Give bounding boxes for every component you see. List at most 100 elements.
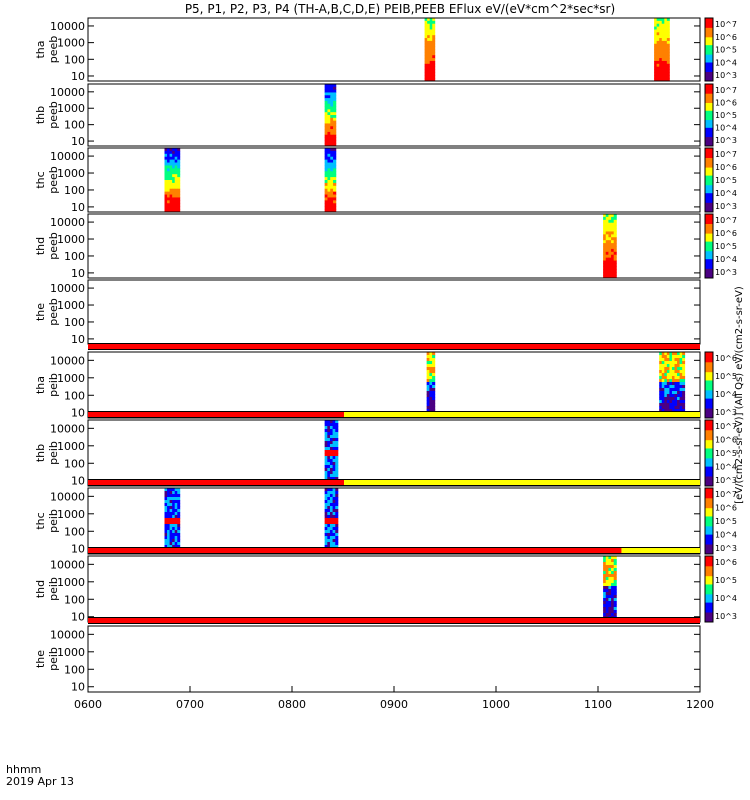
spectrogram-cell <box>327 86 331 91</box>
spectrogram-cell <box>605 240 609 244</box>
spectrogram-cell <box>164 148 168 152</box>
spectrogram-cell <box>605 613 609 617</box>
colorbar-swatch <box>705 457 713 460</box>
spectrogram-cell <box>327 435 331 439</box>
colorbar-swatch <box>705 35 713 38</box>
colorbar-tick-label: 10^4 <box>715 58 737 67</box>
spectrogram-cell <box>611 598 615 602</box>
spectrogram-cell <box>172 539 176 543</box>
spectrogram-cell <box>424 66 428 70</box>
spectrogram-cell <box>432 403 436 407</box>
spectrogram-cell <box>611 263 615 267</box>
spectrogram-cell <box>327 182 331 187</box>
spectrogram-cell <box>327 456 331 460</box>
spectrogram-cell <box>167 168 170 172</box>
colorbar-swatch <box>705 368 713 371</box>
spectrogram-cell <box>679 370 683 374</box>
spectrogram-cell <box>659 400 663 404</box>
spectrogram-cell <box>324 506 328 510</box>
colorbar-swatch <box>705 593 713 596</box>
y-tick-label: 10 <box>71 475 85 488</box>
spectrogram-cell <box>682 385 686 389</box>
spectrogram-cell <box>177 521 181 525</box>
spectrogram-cell <box>174 515 178 519</box>
colorbar-swatch <box>705 239 713 242</box>
spectrogram-cell <box>327 185 331 190</box>
spectrogram-cell <box>169 542 173 546</box>
spectrogram-cell <box>427 66 431 70</box>
spectrogram-cell <box>605 565 609 569</box>
spectrogram-cell <box>661 397 665 401</box>
spectrogram-cell <box>327 512 331 516</box>
spectrogram-cell <box>174 174 178 178</box>
spectrogram-cell <box>656 38 660 42</box>
spectrogram-cell <box>169 206 173 210</box>
spectrogram-cell <box>333 182 337 187</box>
colorbar-swatch <box>705 565 713 568</box>
colorbar-tick-label: 10^7 <box>715 20 737 29</box>
spectrogram-cell <box>605 272 609 276</box>
spectrogram-cell <box>327 137 331 141</box>
spectrogram-cell <box>335 423 339 427</box>
spectrogram-cell <box>605 556 609 560</box>
spectrogram-cell <box>330 162 334 166</box>
colorbar-swatch <box>705 438 713 441</box>
spectrogram-cell <box>679 400 683 404</box>
colorbar-swatch <box>705 550 713 553</box>
colorbar-swatch <box>705 598 713 601</box>
spectrogram-cell <box>664 403 668 407</box>
spectrogram-cell <box>611 592 615 596</box>
spectrogram-cell <box>659 75 663 79</box>
spectrogram-cell <box>327 134 331 138</box>
spectrogram-cell <box>167 518 170 522</box>
spectrogram-cell <box>164 188 168 193</box>
spectrogram-cell <box>169 527 173 531</box>
spectrogram-cell <box>324 459 328 463</box>
spectrogram-cell <box>172 494 176 498</box>
spectrogram-cell <box>424 75 428 79</box>
colorbar-swatch <box>705 549 713 552</box>
spectrogram-cell <box>330 197 334 201</box>
colorbar-swatch <box>705 180 713 182</box>
spectrogram-cell <box>608 613 612 617</box>
spectrogram-cell <box>429 355 433 359</box>
colorbar-swatch <box>705 24 713 27</box>
spectrogram-cell <box>674 376 678 380</box>
spectrogram-cell <box>654 58 658 62</box>
spectrogram-cell <box>605 219 609 224</box>
spectrogram-cell <box>327 426 331 430</box>
spectrogram-cell <box>169 515 173 519</box>
spectrogram-cell <box>611 589 615 593</box>
spectrogram-cell <box>677 385 680 389</box>
spectrogram-cell <box>424 35 428 39</box>
spectrogram-cell <box>332 474 336 478</box>
spectrogram-cell <box>432 66 436 70</box>
spectrogram-cell <box>608 592 612 596</box>
spectrogram-cell <box>661 394 665 398</box>
spectrogram-cell <box>664 69 668 73</box>
spectrogram-cell <box>324 509 328 513</box>
spectrogram-cell <box>671 379 675 383</box>
spectrogram-cell <box>613 607 617 611</box>
status-bar-segment <box>621 548 700 553</box>
spectrogram-cell <box>659 382 663 386</box>
spectrogram-cell <box>167 542 170 546</box>
colorbar-swatch <box>705 69 713 72</box>
spectrogram-cell <box>329 453 333 457</box>
spectrogram-cell <box>666 391 670 395</box>
spectrogram-cell <box>324 500 328 504</box>
spectrogram-cell <box>169 491 173 495</box>
colorbar-swatch <box>705 355 713 358</box>
spectrogram-cell <box>164 488 168 492</box>
spectrogram-cell <box>329 423 333 427</box>
spectrogram-cell <box>335 515 339 519</box>
spectrogram-cell <box>172 542 176 546</box>
spectrogram-cell <box>664 397 668 401</box>
spectrogram-cell <box>603 222 607 227</box>
spectrogram-cell <box>611 604 615 608</box>
spectrogram-cell <box>169 509 173 513</box>
spectrogram-cell <box>167 209 170 213</box>
spectrogram-cell <box>329 533 333 537</box>
spectrogram-cell <box>324 474 328 478</box>
colorbar-swatch <box>705 491 713 494</box>
